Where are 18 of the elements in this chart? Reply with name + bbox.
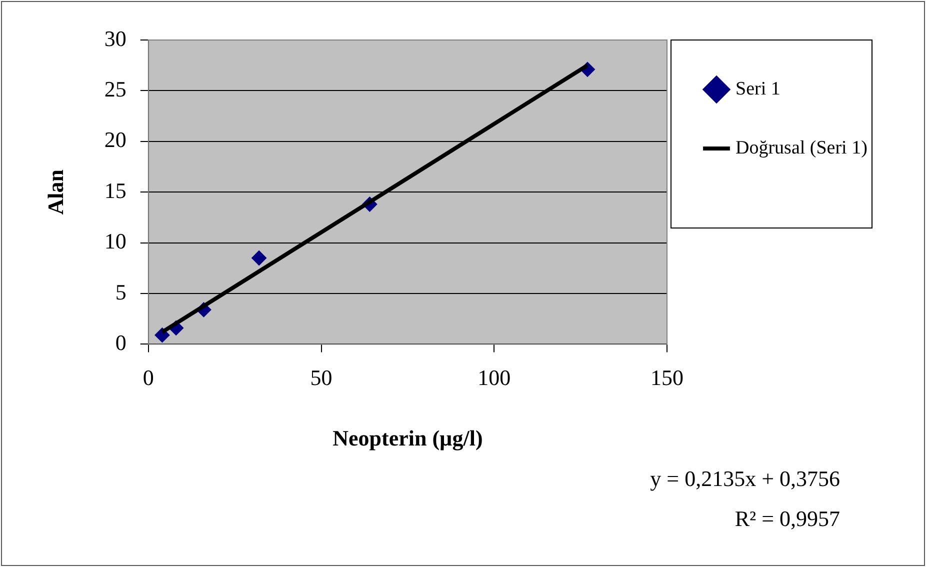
text: R² = 0,9957 bbox=[734, 506, 840, 531]
y-axis-title: Alan bbox=[42, 169, 68, 215]
y-tick-label: 15 bbox=[104, 178, 126, 203]
x-tick-label: 0 bbox=[142, 365, 154, 390]
x-tick-label: 150 bbox=[650, 365, 684, 390]
y-tick-label: 0 bbox=[115, 330, 126, 355]
y-tick-label: 20 bbox=[104, 127, 126, 152]
y-tick-label: 25 bbox=[104, 76, 126, 102]
x-axis-title: Neopterin (µg/l) bbox=[332, 425, 483, 450]
x-tick-label: 50 bbox=[310, 365, 332, 390]
y-tick-label: 10 bbox=[104, 228, 126, 254]
legend-label: Seri 1 bbox=[736, 78, 780, 100]
text: y = 0,2135x + 0,3756 bbox=[650, 466, 840, 491]
point bbox=[252, 250, 267, 266]
legend-label: Doğrusal (Seri 1) bbox=[736, 137, 868, 158]
y-tick-label: 5 bbox=[115, 279, 126, 304]
x-tick-label: 100 bbox=[478, 365, 511, 390]
y-tick-label: 30 bbox=[104, 26, 126, 51]
